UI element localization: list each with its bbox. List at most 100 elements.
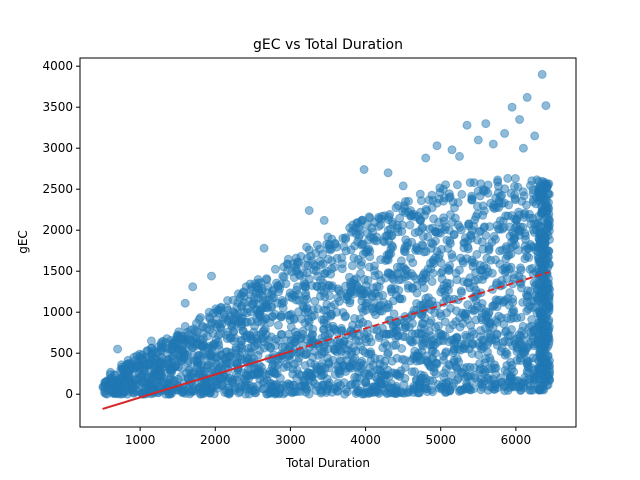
scatter-point	[422, 206, 432, 216]
scatter-point-outlier	[113, 344, 123, 354]
scatter-point	[447, 371, 456, 381]
scatter-point	[510, 233, 519, 243]
scatter-point	[484, 307, 494, 317]
scatter-point	[376, 300, 385, 310]
scatter-point	[540, 373, 550, 383]
scatter-point	[357, 215, 367, 225]
scatter-point	[516, 263, 525, 273]
scatter-point	[542, 182, 552, 192]
scatter-point	[455, 222, 465, 232]
scatter-point	[248, 299, 258, 309]
x-tick-label: 3000	[275, 433, 306, 447]
scatter-point	[536, 236, 546, 246]
scatter-point	[263, 281, 273, 291]
scatter-point	[381, 329, 391, 339]
x-tick-label: 2000	[200, 433, 231, 447]
scatter-point	[211, 353, 221, 363]
scatter-point	[349, 253, 359, 263]
scatter-point	[522, 306, 532, 316]
scatter-point	[300, 260, 310, 270]
scatter-point	[292, 282, 302, 292]
scatter-point	[225, 373, 235, 383]
scatter-point	[258, 296, 268, 305]
scatter-point	[435, 250, 444, 260]
scatter-point	[354, 367, 364, 377]
scatter-point	[435, 188, 445, 197]
scatter-point	[452, 180, 462, 190]
scatter-point	[482, 264, 492, 273]
scatter-point	[498, 265, 508, 275]
scatter-point	[304, 322, 314, 332]
scatter-point	[235, 351, 245, 361]
scatter-point	[452, 354, 462, 364]
scatter-point-outlier	[259, 243, 269, 253]
scatter-point	[466, 376, 476, 386]
scatter-point	[358, 289, 368, 299]
scatter-point	[519, 348, 529, 358]
scatter-point	[304, 389, 314, 399]
scatter-point	[514, 226, 524, 236]
scatter-point	[246, 290, 255, 300]
scatter-point	[290, 337, 300, 347]
scatter-point	[367, 292, 377, 302]
scatter-point	[395, 294, 404, 304]
scatter-point	[522, 251, 532, 261]
scatter-point	[382, 231, 392, 241]
scatter-point	[425, 318, 435, 328]
scatter-point-outlier	[537, 69, 547, 79]
scatter-point	[544, 246, 554, 256]
scatter-point	[313, 365, 323, 375]
scatter-point	[396, 262, 406, 272]
scatter-point	[441, 387, 451, 397]
scatter-point	[392, 223, 402, 233]
scatter-point	[287, 267, 297, 277]
scatter-point	[408, 284, 418, 294]
scatter-point	[433, 228, 443, 238]
scatter-point	[250, 279, 260, 289]
scatter-point	[183, 330, 193, 339]
scatter-point	[392, 268, 402, 278]
scatter-point	[491, 203, 501, 213]
scatter-point	[369, 266, 379, 276]
scatter-point	[352, 281, 362, 291]
scatter-point	[522, 200, 531, 210]
scatter-point	[174, 362, 183, 372]
scatter-point	[326, 309, 336, 319]
trendline-group	[102, 271, 550, 410]
scatter-point	[481, 230, 491, 240]
scatter-point	[266, 290, 276, 299]
x-tick-label: 6000	[501, 433, 532, 447]
scatter-point	[449, 229, 459, 239]
scatter-point	[441, 364, 451, 374]
scatter-point	[356, 341, 365, 351]
scatter-point	[252, 330, 262, 340]
scatter-point	[456, 367, 466, 377]
scatter-point	[473, 275, 483, 284]
scatter-point	[405, 220, 415, 230]
scatter-point	[374, 333, 384, 343]
scatter-point	[216, 329, 225, 339]
scatter-point	[314, 350, 323, 360]
scatter-point	[224, 314, 234, 324]
scatter-point	[467, 304, 477, 314]
scatter-point	[199, 329, 208, 339]
scatter-point	[451, 361, 461, 371]
scatter-point	[388, 383, 397, 393]
scatter-point	[276, 310, 286, 320]
scatter-point	[383, 349, 393, 359]
scatter-point	[459, 243, 469, 253]
x-axis-ticks: 1000 2000 3000 4000 5000 6000	[125, 427, 531, 447]
scatter-point-outlier	[188, 282, 198, 292]
scatter-point	[354, 233, 364, 242]
scatter-point	[397, 344, 407, 353]
scatter-point	[222, 303, 232, 313]
scatter-point-outlier	[541, 101, 551, 111]
scatter-point	[418, 334, 428, 344]
scatter-point	[462, 332, 472, 342]
scatter-point	[306, 358, 316, 368]
scatter-point	[393, 201, 403, 210]
scatter-point	[312, 240, 322, 250]
scatter-point	[387, 241, 397, 250]
scatter-point-outlier	[488, 374, 498, 384]
y-tick-label: 4000	[42, 59, 73, 73]
